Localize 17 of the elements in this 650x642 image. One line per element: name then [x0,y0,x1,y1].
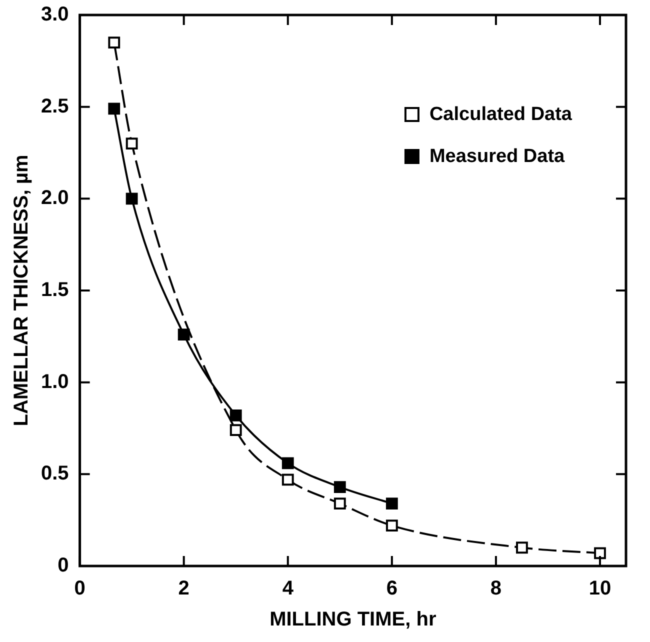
x-axis-title: MILLING TIME, hr [270,608,436,631]
y-tick-label: 2.0 [40,187,69,210]
legend-label: Calculated Data [429,104,572,126]
x-tick-label: 2 [178,578,190,600]
y-tick-label: 0.5 [40,462,69,485]
x-tick-label: 6 [386,578,398,600]
y-tick-label: 0 [58,554,69,577]
x-tick-label: 8 [490,578,502,600]
y-tick-label: 1.0 [40,370,69,393]
x-tick-label: 10 [588,578,612,600]
y-tick-label: 3.0 [40,4,69,26]
y-tick-label: 1.5 [40,279,69,302]
legend-label: Measured Data [429,146,566,168]
y-tick-label: 2.5 [40,95,69,118]
x-tick-label: 0 [74,578,86,600]
x-tick-label: 4 [282,578,294,600]
y-axis-title: LAMELLAR THICKNESS, µm [10,154,33,426]
